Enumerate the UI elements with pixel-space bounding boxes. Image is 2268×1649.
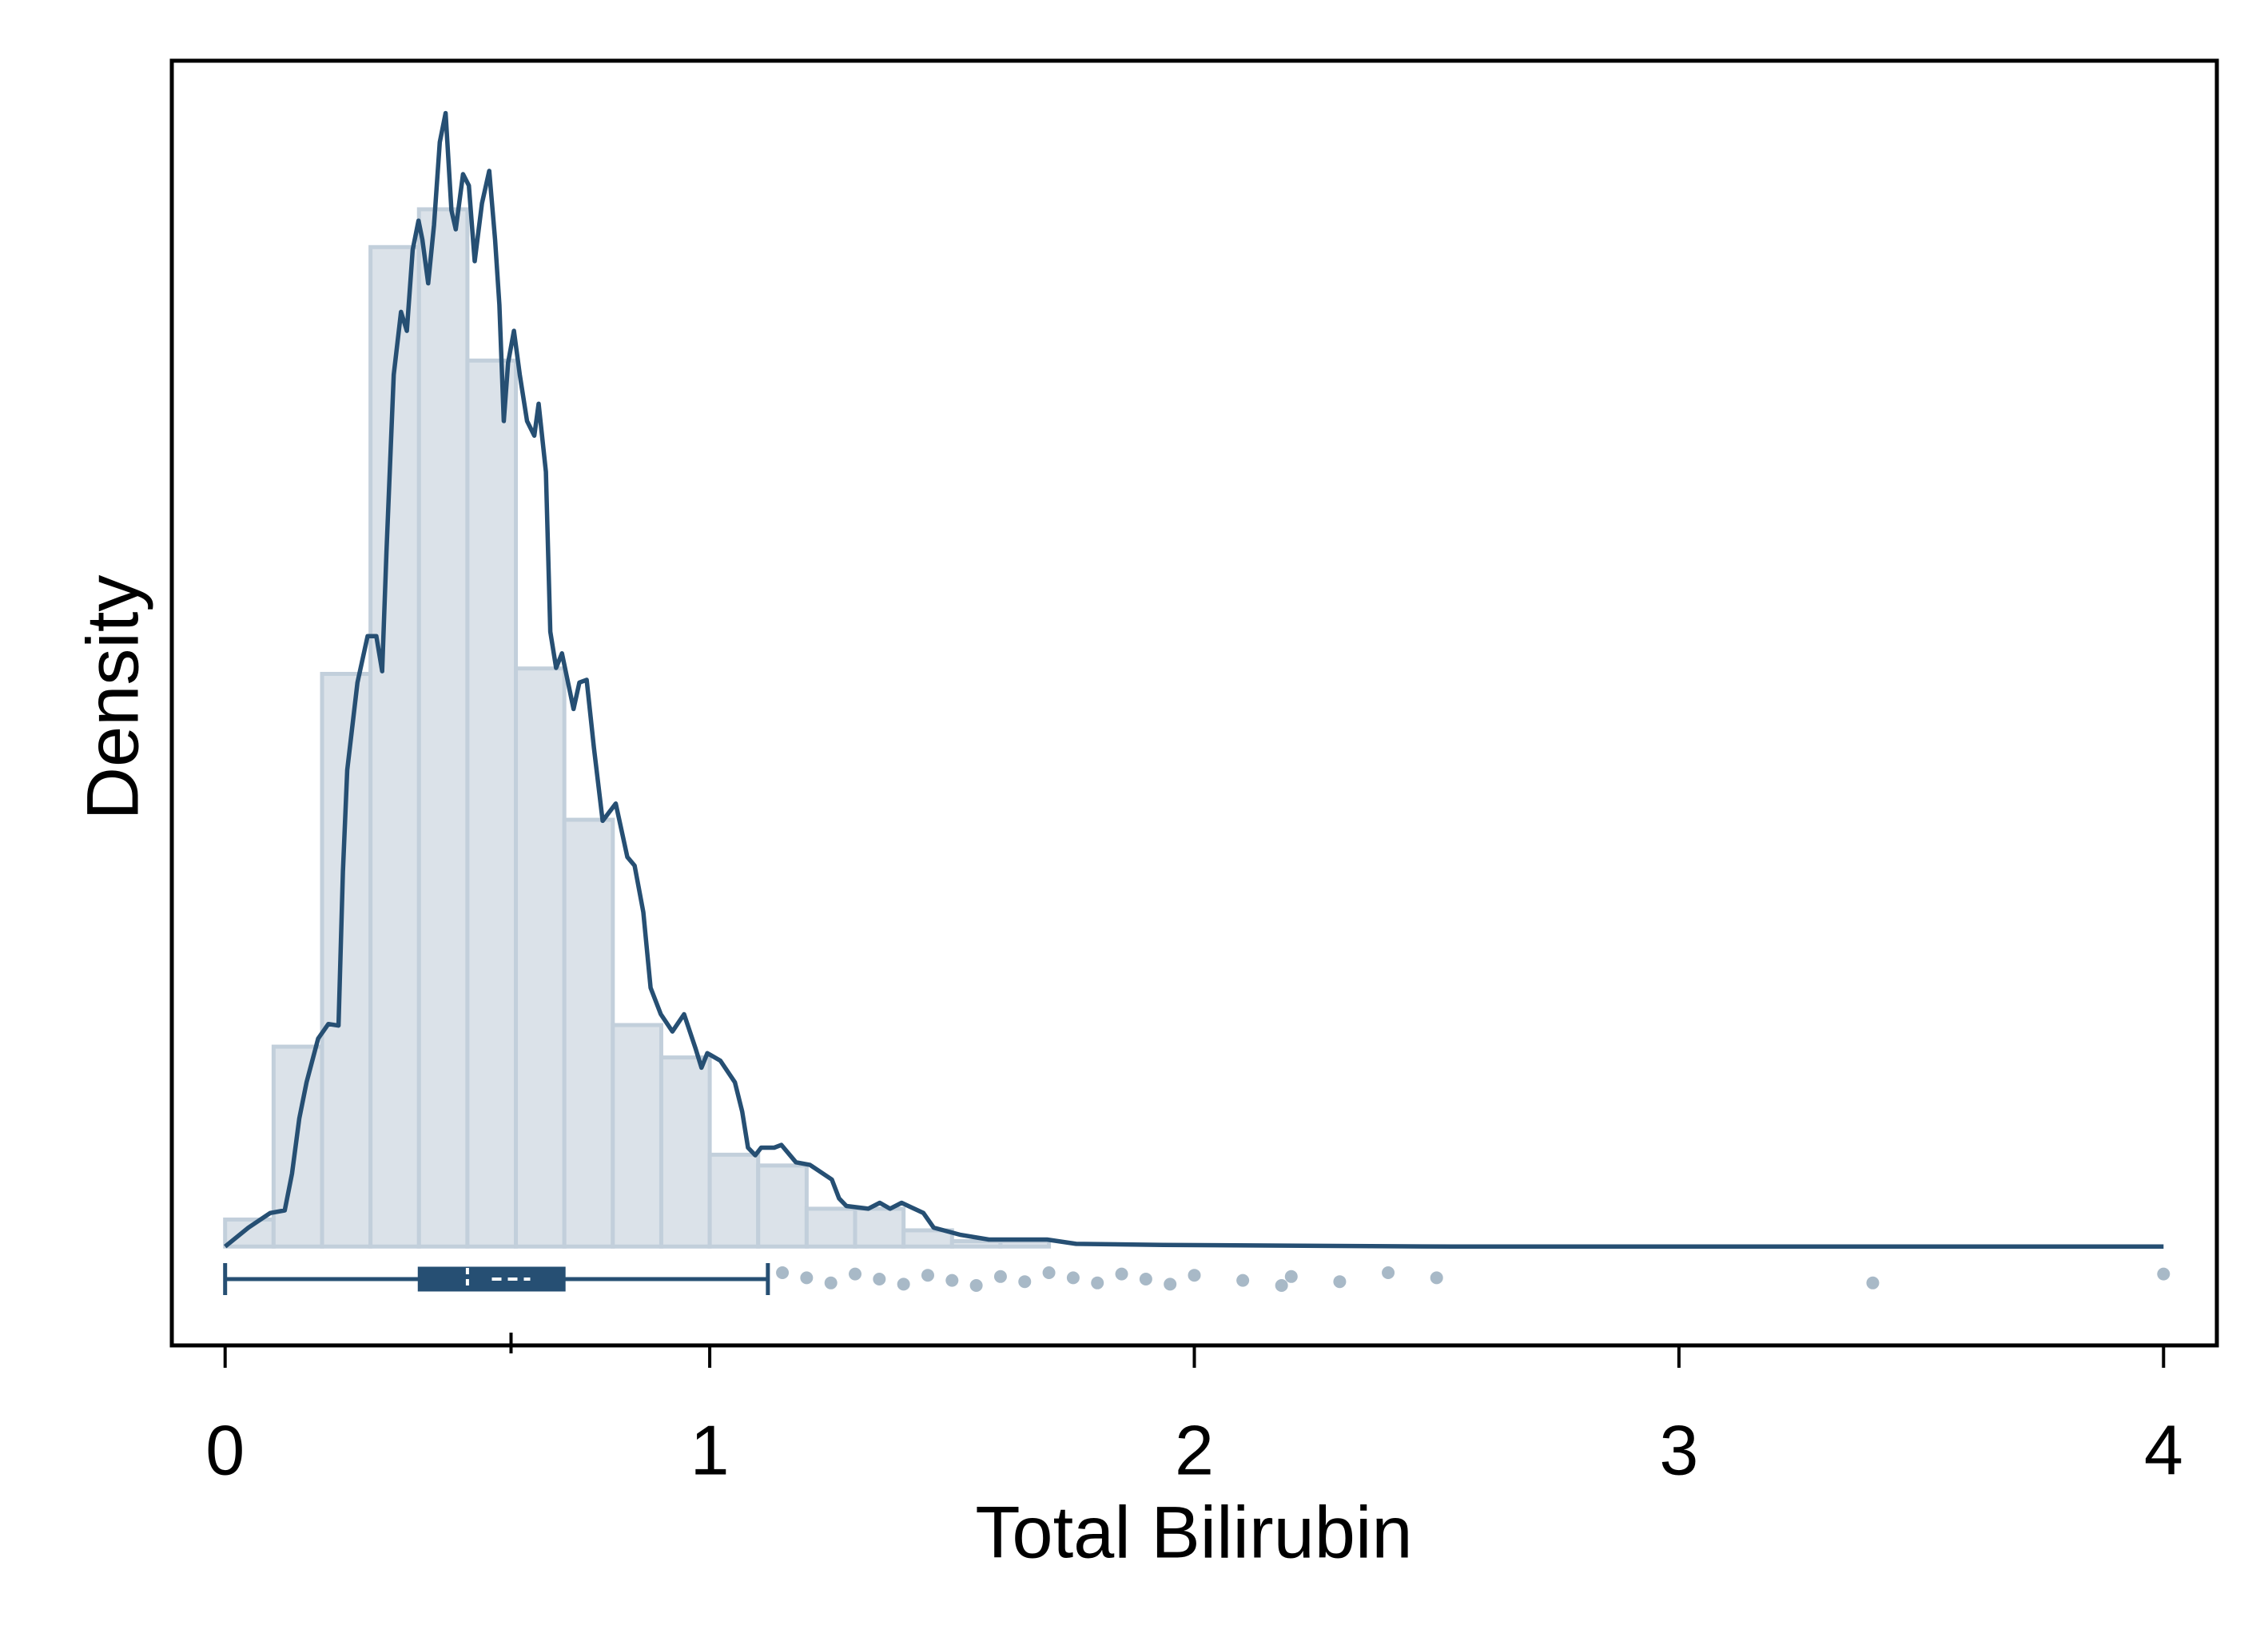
histogram-bar xyxy=(853,1206,906,1249)
histogram-bar xyxy=(416,207,470,1249)
outlier xyxy=(1164,1277,1177,1291)
box xyxy=(417,1266,566,1292)
histogram-bar xyxy=(271,1044,324,1249)
x-tick-label: 4 xyxy=(2144,1410,2183,1489)
histogram-bar xyxy=(514,666,567,1249)
histogram-bar xyxy=(901,1228,954,1249)
outlier xyxy=(969,1279,983,1292)
outlier xyxy=(776,1266,790,1279)
outlier xyxy=(1066,1271,1080,1285)
outlier xyxy=(945,1274,959,1287)
outlier xyxy=(1139,1273,1152,1285)
x-tick-label: 1 xyxy=(690,1410,730,1489)
outlier xyxy=(1333,1275,1347,1289)
outlier xyxy=(993,1270,1007,1283)
density-line xyxy=(223,110,2164,1250)
outlier xyxy=(1430,1271,1443,1285)
outlier xyxy=(1275,1279,1288,1292)
outlier xyxy=(921,1269,934,1282)
histogram-bar xyxy=(804,1206,857,1249)
y-axis-label: Density xyxy=(72,575,153,821)
histogram-bar xyxy=(949,1238,1003,1249)
outlier xyxy=(1382,1266,1395,1279)
outlier xyxy=(1091,1276,1104,1289)
outlier xyxy=(897,1277,910,1291)
outlier xyxy=(824,1276,838,1289)
outlier xyxy=(1188,1269,1201,1282)
x-tick-label: 3 xyxy=(1659,1410,1698,1489)
x-tick-label: 2 xyxy=(1175,1410,1214,1489)
histogram-bar xyxy=(368,244,421,1249)
outlier xyxy=(849,1267,862,1281)
histogram-bar xyxy=(756,1163,809,1249)
outlier xyxy=(2157,1267,2171,1281)
outlier xyxy=(800,1271,814,1285)
outlier xyxy=(1042,1266,1056,1279)
histogram-bar xyxy=(611,1023,663,1249)
histogram-bar xyxy=(998,1238,1052,1249)
histogram-bar xyxy=(562,817,615,1249)
outlier xyxy=(873,1273,886,1285)
outlier xyxy=(1115,1267,1128,1281)
histogram-bar xyxy=(659,1055,712,1249)
outlier xyxy=(1284,1270,1298,1283)
histogram-bar xyxy=(707,1152,761,1249)
x-tick-label: 0 xyxy=(205,1410,245,1489)
outlier xyxy=(1866,1276,1880,1289)
outlier xyxy=(1018,1275,1032,1289)
histogram-bar xyxy=(465,358,519,1249)
outlier xyxy=(1236,1274,1250,1287)
x-axis-label: Total Bilirubin xyxy=(975,1492,1412,1573)
